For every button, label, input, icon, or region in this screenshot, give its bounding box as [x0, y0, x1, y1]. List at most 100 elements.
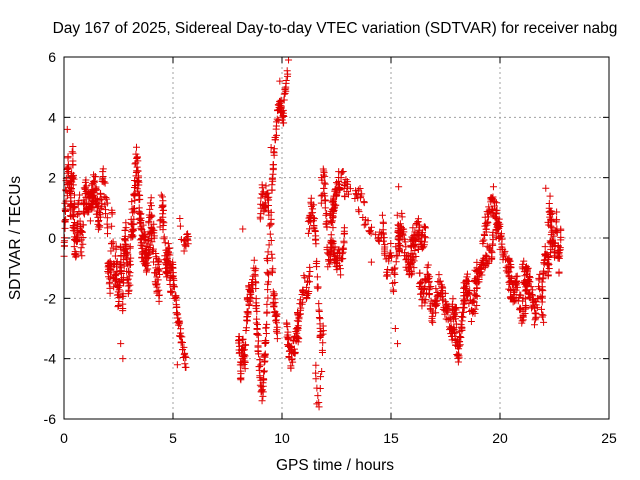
data-point [366, 227, 374, 235]
data-point [93, 195, 101, 203]
data-point [168, 288, 176, 296]
data-point [280, 90, 288, 98]
data-point [450, 311, 458, 319]
data-point [137, 216, 145, 224]
y-axis-ticks: -6 -4 -2 0 2 4 6 [44, 49, 609, 427]
data-point [134, 157, 142, 165]
data-point [95, 208, 103, 216]
data-point [146, 243, 154, 251]
data-point [92, 200, 100, 208]
data-point [283, 319, 291, 327]
data-point [147, 213, 155, 221]
data-point [282, 77, 290, 85]
data-point [82, 176, 90, 184]
data-point [106, 275, 114, 283]
data-point [489, 183, 497, 191]
data-point [421, 233, 429, 241]
data-point [249, 272, 257, 280]
data-point [304, 229, 312, 237]
data-point [345, 190, 353, 198]
data-point [169, 264, 177, 272]
data-point [285, 56, 293, 64]
data-point [429, 318, 437, 326]
data-point [64, 154, 72, 162]
data-point [464, 290, 472, 298]
data-point [391, 325, 399, 332]
data-point [406, 260, 414, 268]
data-point [489, 197, 497, 205]
data-point [89, 188, 97, 196]
data-point [245, 297, 253, 305]
data-point [513, 283, 521, 291]
data-point [418, 278, 426, 286]
data-point [545, 260, 553, 268]
data-point [270, 290, 278, 298]
data-point [418, 237, 426, 245]
data-point [82, 182, 90, 190]
data-point [251, 271, 259, 279]
data-point [124, 282, 132, 290]
data-point [321, 180, 329, 188]
data-point [509, 298, 517, 306]
data-point [128, 198, 136, 206]
data-point [247, 290, 255, 298]
data-point [153, 287, 161, 295]
data-point [175, 318, 183, 326]
data-point [554, 242, 562, 250]
data-point [326, 260, 334, 268]
data-point [133, 163, 141, 171]
data-point [366, 228, 374, 236]
data-point [291, 348, 299, 356]
data-point [360, 198, 368, 206]
data-point [114, 291, 122, 299]
data-point [164, 251, 172, 259]
data-point [272, 316, 280, 324]
data-point [424, 271, 432, 279]
data-point [420, 295, 428, 303]
data-point [74, 211, 82, 219]
data-point [383, 272, 391, 280]
data-point [261, 337, 269, 345]
data-point [539, 270, 547, 278]
data-point [279, 106, 287, 114]
data-point [378, 211, 386, 219]
data-point [145, 217, 153, 225]
data-point [374, 235, 382, 243]
data-point [438, 283, 446, 291]
data-point [243, 313, 251, 321]
data-point [77, 227, 85, 235]
data-point [525, 290, 533, 298]
data-point [312, 369, 320, 377]
data-point [382, 255, 390, 263]
data-point [177, 325, 185, 333]
data-point [62, 186, 70, 194]
data-point [391, 279, 399, 287]
data-point [319, 330, 327, 338]
data-point [300, 272, 308, 280]
data-point [295, 315, 303, 323]
data-point [407, 249, 415, 257]
data-point [250, 256, 258, 264]
data-point [407, 268, 415, 276]
data-point [253, 307, 261, 315]
data-point [117, 244, 125, 252]
y-axis-label: SDTVAR / TECUs [7, 176, 24, 301]
data-point [277, 102, 285, 110]
data-point [262, 324, 270, 332]
data-point [315, 314, 323, 322]
data-point [381, 241, 389, 249]
data-point [103, 214, 111, 222]
data-point [467, 317, 475, 325]
data-point [393, 211, 401, 219]
data-point [121, 226, 129, 234]
data-point [68, 148, 76, 156]
y-tick-label: 6 [48, 49, 56, 65]
data-point [511, 278, 519, 286]
data-point [436, 277, 444, 285]
data-point [336, 186, 344, 194]
data-point [92, 210, 100, 218]
data-point [177, 236, 185, 244]
data-point [473, 301, 481, 309]
data-point [498, 240, 506, 248]
data-point [85, 194, 93, 202]
